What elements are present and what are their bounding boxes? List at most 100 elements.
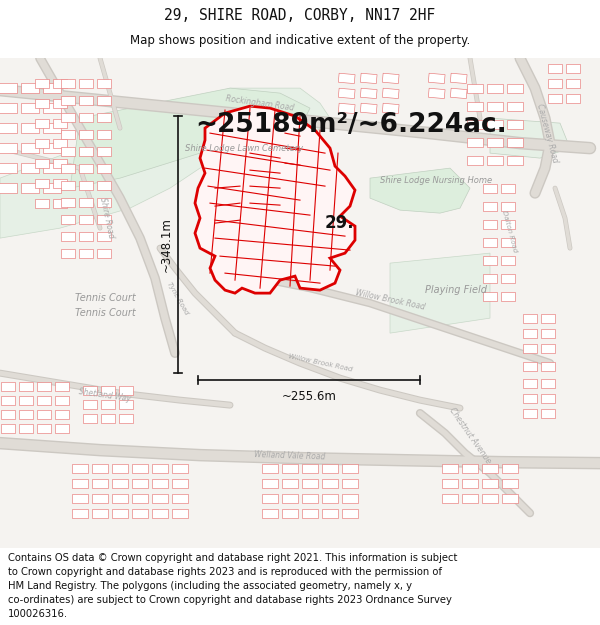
Bar bbox=[79, 112, 93, 122]
Bar bbox=[322, 494, 338, 502]
Bar bbox=[19, 382, 33, 391]
Bar bbox=[61, 181, 75, 189]
Bar bbox=[61, 198, 75, 207]
Bar bbox=[112, 509, 128, 518]
Bar bbox=[541, 362, 555, 371]
Bar bbox=[97, 129, 111, 139]
Bar bbox=[1, 382, 15, 391]
Bar bbox=[523, 409, 537, 418]
Bar bbox=[501, 184, 515, 192]
Bar bbox=[428, 88, 445, 99]
Bar bbox=[0, 103, 17, 113]
Bar bbox=[55, 396, 69, 404]
Bar bbox=[97, 181, 111, 189]
Bar bbox=[482, 479, 498, 488]
Bar bbox=[462, 494, 478, 502]
Bar bbox=[501, 238, 515, 247]
Bar bbox=[152, 479, 168, 488]
Polygon shape bbox=[390, 253, 490, 333]
Bar bbox=[541, 394, 555, 402]
Bar bbox=[302, 479, 318, 488]
Bar bbox=[132, 479, 148, 488]
Bar bbox=[507, 138, 523, 147]
Bar bbox=[61, 96, 75, 104]
Bar bbox=[132, 494, 148, 502]
Bar bbox=[53, 179, 67, 187]
Bar bbox=[523, 314, 537, 322]
Text: Playing Field: Playing Field bbox=[425, 285, 487, 295]
Bar bbox=[79, 249, 93, 258]
Bar bbox=[53, 119, 67, 127]
Bar bbox=[0, 83, 17, 93]
Bar bbox=[35, 199, 49, 208]
Bar bbox=[61, 232, 75, 241]
Bar bbox=[262, 494, 278, 502]
Text: Shetland Way: Shetland Way bbox=[79, 387, 131, 403]
Bar bbox=[37, 409, 51, 419]
Bar bbox=[482, 494, 498, 502]
Bar bbox=[152, 494, 168, 502]
Text: HM Land Registry. The polygons (including the associated geometry, namely x, y: HM Land Registry. The polygons (includin… bbox=[8, 581, 412, 591]
Bar bbox=[322, 479, 338, 488]
Bar bbox=[35, 99, 49, 107]
Bar bbox=[0, 143, 17, 153]
Bar bbox=[72, 479, 88, 488]
Bar bbox=[501, 202, 515, 211]
Bar bbox=[342, 464, 358, 472]
Bar bbox=[97, 164, 111, 172]
Bar bbox=[566, 64, 580, 72]
Text: co-ordinates) are subject to Crown copyright and database rights 2023 Ordnance S: co-ordinates) are subject to Crown copyr… bbox=[8, 595, 452, 605]
Bar bbox=[79, 96, 93, 104]
Text: Rockingham Road: Rockingham Road bbox=[225, 94, 295, 112]
Text: Dalton Road: Dalton Road bbox=[502, 209, 518, 252]
Bar bbox=[72, 509, 88, 518]
Text: Shire Lodge Lawn Cemetery: Shire Lodge Lawn Cemetery bbox=[185, 144, 303, 152]
Bar bbox=[0, 163, 17, 173]
Text: ~25189m²/~6.224ac.: ~25189m²/~6.224ac. bbox=[195, 112, 507, 138]
Bar bbox=[37, 424, 51, 432]
Bar bbox=[61, 129, 75, 139]
Text: ~255.6m: ~255.6m bbox=[281, 390, 337, 403]
Bar bbox=[21, 183, 39, 193]
Bar bbox=[342, 494, 358, 502]
Bar bbox=[462, 464, 478, 472]
Bar bbox=[101, 414, 115, 422]
Bar bbox=[541, 344, 555, 352]
Bar bbox=[53, 139, 67, 148]
Bar bbox=[541, 409, 555, 418]
Text: Willow Brook Road: Willow Brook Road bbox=[355, 288, 425, 312]
Polygon shape bbox=[490, 118, 570, 158]
Bar bbox=[35, 139, 49, 148]
Bar bbox=[541, 329, 555, 338]
Bar bbox=[61, 147, 75, 156]
Bar bbox=[152, 464, 168, 472]
Bar bbox=[487, 84, 503, 92]
Bar bbox=[501, 219, 515, 229]
Text: Willow Brook Road: Willow Brook Road bbox=[287, 353, 353, 373]
Bar bbox=[119, 414, 133, 422]
Text: Welland Vale Road: Welland Vale Road bbox=[254, 451, 326, 462]
Bar bbox=[262, 479, 278, 488]
Bar bbox=[172, 509, 188, 518]
Bar bbox=[523, 362, 537, 371]
Bar bbox=[43, 103, 61, 113]
Bar bbox=[72, 464, 88, 472]
Text: Tyne Road: Tyne Road bbox=[166, 281, 190, 316]
Bar bbox=[302, 509, 318, 518]
Bar bbox=[21, 103, 39, 113]
Bar bbox=[35, 159, 49, 168]
Bar bbox=[502, 464, 518, 472]
Bar bbox=[483, 292, 497, 301]
Bar bbox=[92, 509, 108, 518]
Bar bbox=[112, 494, 128, 502]
Bar bbox=[97, 214, 111, 224]
Bar bbox=[483, 184, 497, 192]
Bar bbox=[523, 344, 537, 352]
Text: Chestnut Avenue: Chestnut Avenue bbox=[448, 406, 493, 466]
Bar bbox=[282, 464, 298, 472]
Bar bbox=[21, 83, 39, 93]
Bar bbox=[43, 183, 61, 193]
Bar bbox=[483, 219, 497, 229]
Bar bbox=[282, 479, 298, 488]
Bar bbox=[501, 274, 515, 282]
